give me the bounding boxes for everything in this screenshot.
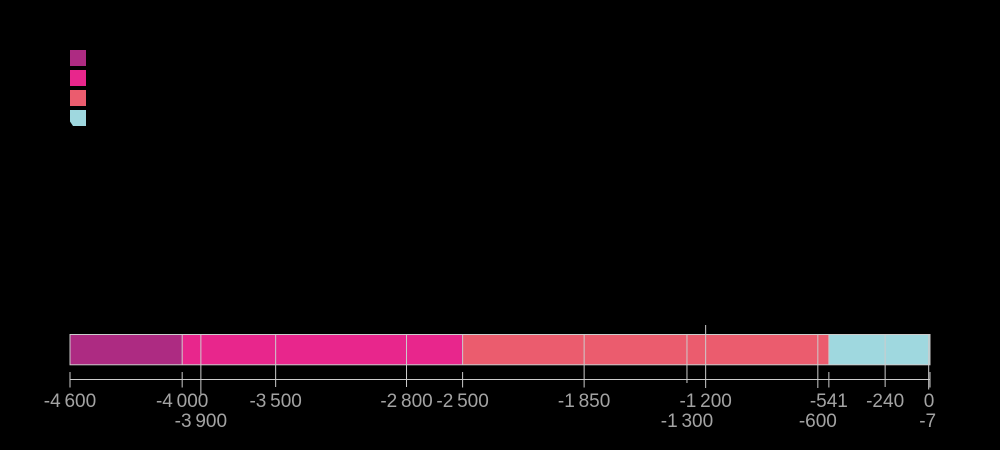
svg-text:-1 850: -1 850 [558,391,610,412]
svg-text:-4 000: -4 000 [156,391,208,412]
svg-text:-2 500: -2 500 [436,391,488,412]
svg-text:-1 200: -1 200 [679,391,731,412]
svg-text:-4 600: -4 600 [44,391,96,412]
svg-text:0: 0 [924,391,935,412]
svg-text:-2 800: -2 800 [380,391,432,412]
svg-text:-1 300: -1 300 [661,411,713,432]
svg-text:-600: -600 [799,411,837,432]
svg-text:-7: -7 [919,411,936,432]
svg-text:-3 900: -3 900 [175,411,227,432]
svg-text:-3 500: -3 500 [249,391,301,412]
svg-text:-240: -240 [866,391,904,412]
svg-text:-541: -541 [810,391,848,412]
